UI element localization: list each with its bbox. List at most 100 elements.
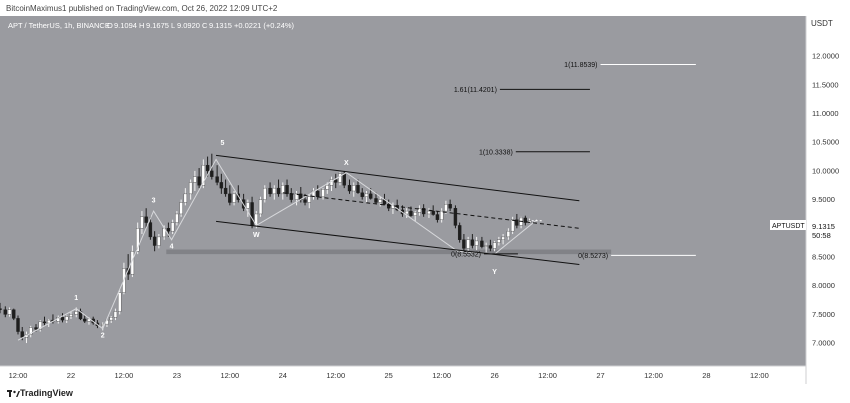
price-tag-value-box <box>808 220 848 240</box>
wave-label: W <box>253 232 260 239</box>
candle-down <box>374 198 378 203</box>
candle <box>294 191 299 206</box>
price-tick-label: 11.5000 <box>812 80 839 89</box>
candle <box>38 320 42 332</box>
candle <box>42 316 47 326</box>
candle-up <box>117 292 122 312</box>
candle-down <box>3 309 7 315</box>
time-tick-label: 12:00 <box>115 371 134 380</box>
close-label: C <box>202 21 208 30</box>
open-label: O <box>107 21 113 30</box>
candle <box>215 165 219 186</box>
candle-up <box>413 212 417 216</box>
candle <box>183 188 188 206</box>
time-tick-label: 12:00 <box>220 371 239 380</box>
candle <box>374 192 378 205</box>
candle <box>276 179 281 197</box>
time-axis-background <box>0 366 806 384</box>
candle-up <box>175 213 179 223</box>
price-axis-unit: USDT <box>811 19 833 28</box>
symbol-info-line: APT / TetherUS, 1h, BINANCE O 9.1094 H 9… <box>8 21 295 30</box>
fib-level-label: 1.61(11.4201) <box>454 87 497 94</box>
candle-down <box>457 225 462 240</box>
candle-up <box>201 164 206 186</box>
candle-down <box>250 202 254 226</box>
price-tick-label: 11.0000 <box>812 109 839 118</box>
tradingview-logo-icon <box>7 390 20 397</box>
candle-down <box>421 208 426 215</box>
candle <box>347 179 352 194</box>
candle-up <box>47 319 51 324</box>
candle-down <box>205 164 210 172</box>
fib-level-label: 0(8.5273) <box>578 253 608 260</box>
open-value: 9.1094 <box>114 21 137 30</box>
candle <box>307 195 311 209</box>
candle-down <box>453 208 458 226</box>
candle-up <box>281 185 285 195</box>
candle-up <box>321 189 325 197</box>
publisher-text: BitcoinMaximus1 published on TradingView… <box>6 4 278 13</box>
candle-up <box>405 210 409 215</box>
time-tick-label: 26 <box>490 371 498 380</box>
candle <box>421 204 426 217</box>
candle <box>113 308 118 321</box>
wave-labels-layer: 1 2 3 4 5 W X Y <box>74 140 497 339</box>
chart-area[interactable]: 1(11.8539) 1.61(11.4201) 1(10.3338) 0(8.553… <box>0 16 850 384</box>
candle-up <box>338 173 342 183</box>
candle <box>480 236 484 249</box>
candle <box>193 170 197 191</box>
candle-up <box>497 239 501 243</box>
low-value: 9.0920 <box>177 21 200 30</box>
candle-down <box>342 173 346 186</box>
candle-down <box>409 210 413 216</box>
candle-up <box>417 208 422 213</box>
candle <box>223 179 228 197</box>
candle <box>338 172 342 186</box>
candle-up <box>364 193 369 197</box>
high-value: 9.1675 <box>146 21 169 30</box>
candle-up <box>307 196 311 203</box>
time-tick-label: 12:00 <box>9 371 28 380</box>
candle <box>457 222 462 243</box>
candle <box>510 216 515 235</box>
price-tick-label: 8.5000 <box>812 252 835 261</box>
close-value: 9.1315 <box>209 21 232 30</box>
candle <box>439 208 444 223</box>
candle <box>197 168 201 189</box>
candle <box>484 242 488 253</box>
candle <box>356 179 360 194</box>
time-tick-label: 27 <box>596 371 604 380</box>
candle-down <box>144 216 148 223</box>
candle <box>285 179 289 197</box>
candle-down <box>215 176 219 183</box>
wave-label: 2 <box>101 332 105 339</box>
candle-up <box>188 182 193 195</box>
candle <box>453 205 458 229</box>
time-tick-label: 25 <box>385 371 393 380</box>
candle <box>474 236 479 251</box>
candle-down <box>488 245 493 249</box>
candle <box>219 173 224 194</box>
candle-up <box>135 228 140 252</box>
support-zone <box>166 249 612 255</box>
candle <box>444 200 448 214</box>
drawings-layer <box>17 154 580 341</box>
candle-down <box>289 193 293 200</box>
candle-up <box>325 185 329 190</box>
candle-up <box>179 202 183 215</box>
channel-line <box>216 154 580 202</box>
candle-up <box>444 203 448 212</box>
candle-up <box>427 210 431 215</box>
candlestick-chart[interactable]: 1(11.8539) 1.61(11.4201) 1(10.3338) 0(8.553… <box>0 16 850 384</box>
candle <box>228 185 232 206</box>
candle-up <box>263 187 267 200</box>
candle-down <box>12 309 16 319</box>
candle-down <box>480 240 484 247</box>
candle <box>435 211 440 223</box>
time-axis[interactable]: 12:00 22 12:00 23 12:00 24 12:00 25 12:00 26 12:00… <box>9 371 769 380</box>
candle <box>246 199 250 217</box>
candle <box>462 234 466 252</box>
candle-down <box>368 193 373 199</box>
time-tick-label: 22 <box>67 371 75 380</box>
candle-down <box>223 187 228 195</box>
